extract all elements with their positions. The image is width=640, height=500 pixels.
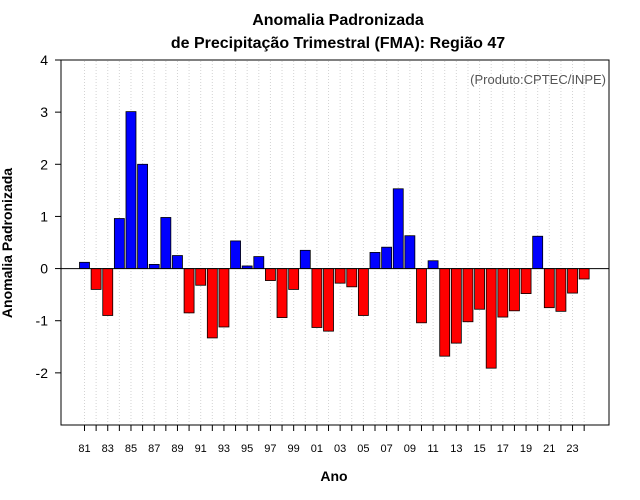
y-tick-label: 4 — [40, 52, 48, 68]
x-tick-label: 87 — [148, 443, 160, 455]
x-tick-label: 05 — [357, 443, 369, 455]
y-tick-label: -2 — [36, 365, 49, 381]
y-tick-label: 1 — [40, 208, 48, 224]
x-tick-label: 85 — [125, 443, 137, 455]
bar-1983 — [102, 268, 114, 316]
bar-2024 — [578, 268, 590, 280]
x-tick-label: 81 — [78, 443, 90, 455]
bar-1997 — [265, 268, 276, 281]
x-tick-label: 09 — [404, 443, 416, 455]
x-tick-label: 83 — [102, 443, 114, 455]
bar-2005 — [357, 268, 369, 316]
bar-2018 — [509, 268, 520, 312]
bar-1990 — [183, 268, 195, 314]
bar-2023 — [567, 268, 578, 294]
bar-2015 — [474, 268, 485, 310]
bar-1984 — [113, 218, 125, 269]
x-tick-label: 89 — [171, 443, 183, 455]
y-tick-label: 3 — [40, 104, 48, 120]
bar-1996 — [253, 256, 265, 269]
bar-1998 — [276, 268, 288, 318]
bar-2006 — [369, 252, 381, 269]
y-axis: -2 -1 0 1 2 3 4 — [36, 52, 61, 381]
x-tick-label: 03 — [334, 443, 346, 455]
bar-2014 — [462, 268, 474, 323]
x-tick-label: 07 — [380, 443, 392, 455]
bar-2010 — [416, 268, 427, 324]
bar-2000 — [299, 249, 311, 269]
bar-2009 — [404, 235, 416, 269]
product-credit: (Produto:CPTEC/INPE) — [470, 72, 606, 87]
x-tick-label: 11 — [427, 443, 438, 455]
bar-2020 — [532, 235, 544, 269]
bar-1987 — [148, 263, 160, 269]
bars-group — [79, 111, 590, 369]
x-tick-label: 99 — [288, 443, 300, 455]
x-tick-label: 15 — [473, 443, 485, 455]
y-tick-label: 2 — [40, 156, 48, 172]
x-tick-label: 97 — [264, 443, 276, 455]
bar-2004 — [346, 268, 358, 288]
x-tick-label: 17 — [497, 443, 509, 455]
bar-1982 — [90, 268, 102, 290]
bar-1986 — [137, 163, 149, 269]
plot-frame — [60, 59, 610, 426]
bar-2016 — [485, 268, 497, 369]
bar-2003 — [334, 268, 346, 284]
bar-2021 — [543, 268, 555, 309]
bar-1992 — [206, 268, 218, 339]
bar-2013 — [450, 268, 462, 344]
chart-title-line1: Anomalia Padronizada — [252, 12, 424, 29]
y-tick-label: -1 — [36, 313, 49, 329]
x-tick-label: 19 — [520, 443, 532, 455]
bar-2008 — [392, 188, 404, 269]
bar-2019 — [520, 268, 532, 295]
chart-title-line2: de Precipitação Trimestral (FMA): Região… — [171, 35, 505, 52]
x-tick-label: 23 — [566, 443, 578, 455]
vertical-gridlines — [84, 61, 585, 424]
bar-1991 — [195, 268, 207, 286]
bar-1989 — [172, 255, 183, 269]
x-tick-label: 95 — [241, 443, 253, 455]
x-tick-label: 13 — [450, 443, 462, 455]
bar-1981 — [79, 261, 90, 269]
bar-2007 — [381, 246, 393, 269]
x-tick-label: 21 — [543, 443, 555, 455]
bar-1993 — [218, 268, 230, 328]
bar-2002 — [323, 268, 334, 332]
y-axis-title: Anomalia Padronizada — [0, 168, 15, 318]
x-axis-title: Ano — [320, 468, 347, 484]
x-axis: 81 83 85 87 89 91 93 95 97 99 01 03 05 07 09 11 13 15 17 19… — [78, 425, 585, 455]
bar-2017 — [497, 268, 509, 318]
bar-1994 — [230, 240, 241, 269]
bar-2022 — [555, 268, 567, 312]
bar-2011 — [427, 260, 439, 269]
bar-1988 — [160, 217, 172, 269]
bar-2001 — [311, 268, 323, 328]
x-tick-label: 93 — [218, 443, 230, 455]
x-tick-label: 91 — [195, 443, 207, 455]
bar-1985 — [125, 111, 137, 269]
y-tick-label: 0 — [40, 261, 48, 277]
x-tick-label: 01 — [311, 443, 323, 455]
bar-2012 — [439, 268, 451, 357]
bar-1999 — [288, 268, 300, 290]
